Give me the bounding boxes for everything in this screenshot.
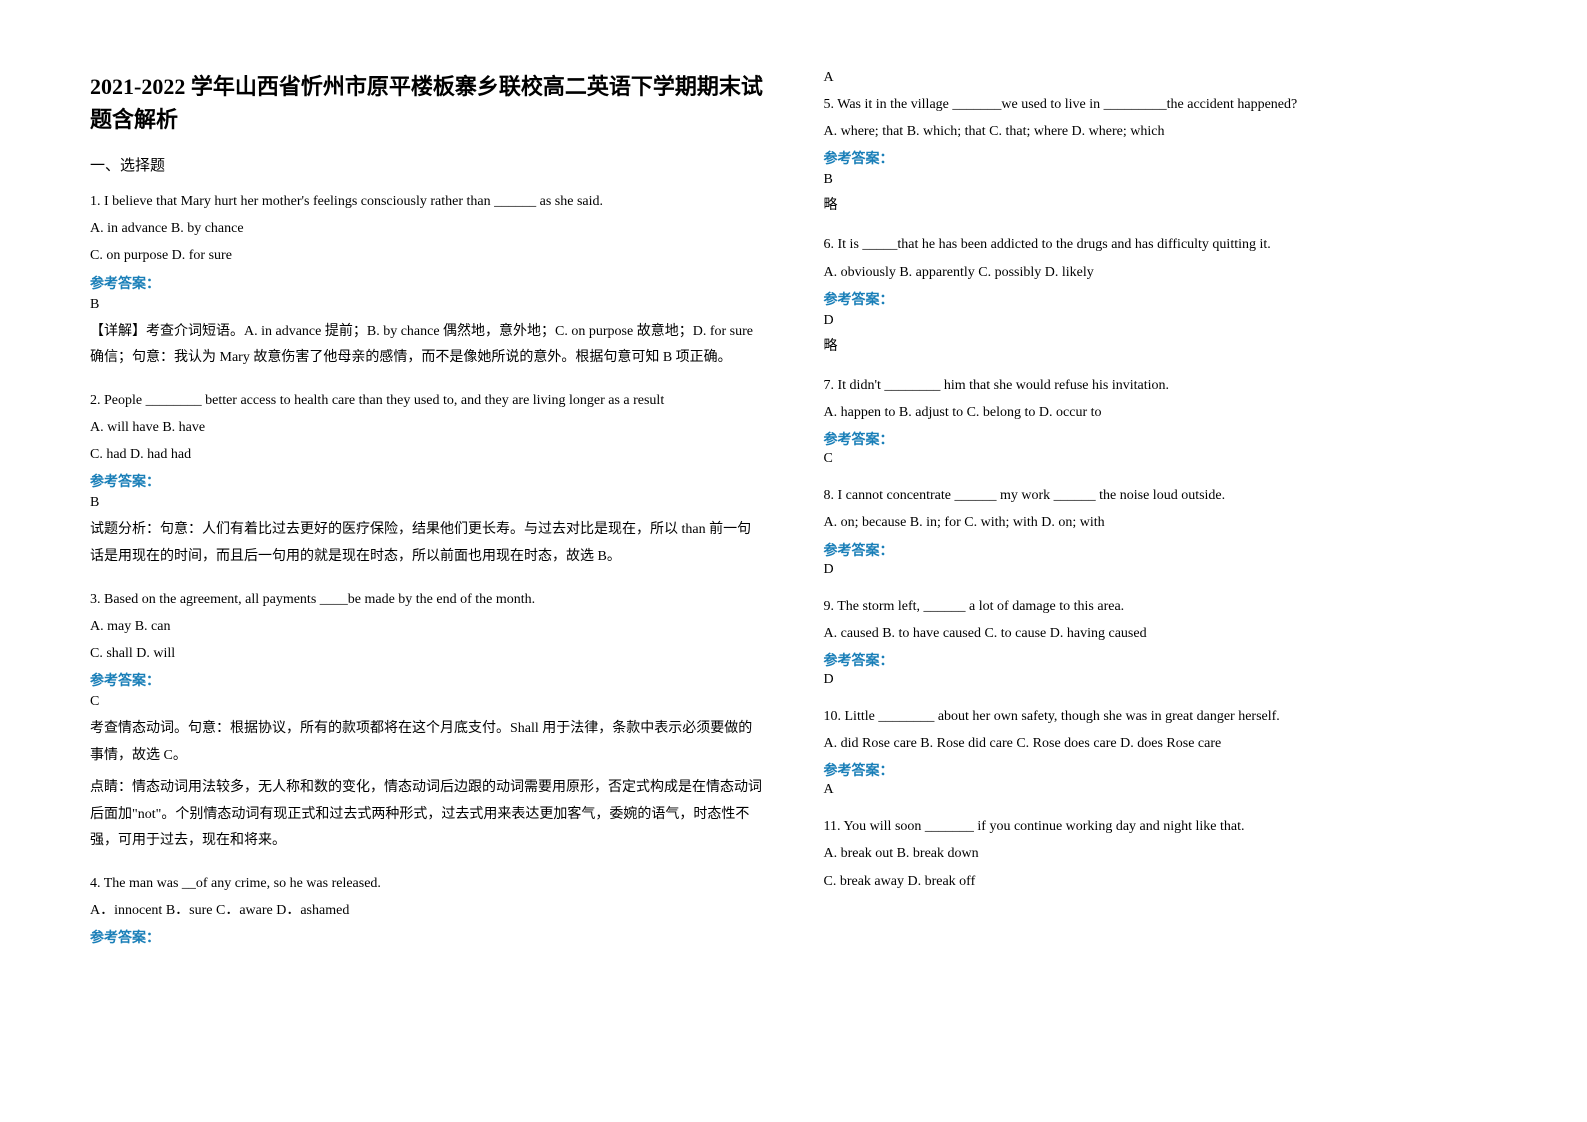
- question-9: 9. The storm left, ______ a lot of damag…: [824, 594, 1498, 694]
- answer-label: 参考答案：: [824, 760, 1498, 780]
- q1-explanation: 【详解】考查介词短语。A. in advance 提前；B. by chance…: [90, 319, 764, 372]
- q10-text: 10. Little ________ about her own safety…: [824, 704, 1498, 729]
- answer-label: 参考答案：: [90, 670, 764, 690]
- answer-label: 参考答案：: [824, 289, 1498, 309]
- section-heading: 一、选择题: [90, 154, 764, 175]
- q3-text: 3. Based on the agreement, all payments …: [90, 587, 764, 612]
- q8-text: 8. I cannot concentrate ______ my work _…: [824, 483, 1498, 508]
- q5-text: 5. Was it in the village _______we used …: [824, 92, 1498, 117]
- q7-options: A. happen to B. adjust to C. belong to D…: [824, 400, 1498, 425]
- answer-label: 参考答案：: [90, 927, 764, 947]
- document-title: 2021-2022 学年山西省忻州市原平楼板寨乡联校高二英语下学期期末试题含解析: [90, 70, 764, 136]
- q1-answer: B: [90, 297, 764, 313]
- q11-options-a: A. break out B. break down: [824, 841, 1498, 866]
- answer-label: 参考答案：: [824, 148, 1498, 168]
- question-6: 6. It is _____that he has been addicted …: [824, 232, 1498, 362]
- q8-options: A. on; because B. in; for C. with; with …: [824, 510, 1498, 535]
- q2-explanation: 试题分析：句意：人们有着比过去更好的医疗保险，结果他们更长寿。与过去对比是现在，…: [90, 517, 764, 570]
- q8-answer: D: [824, 562, 1498, 578]
- answer-label: 参考答案：: [824, 429, 1498, 449]
- q6-answer: D: [824, 313, 1498, 329]
- skip-text: 略: [824, 194, 1498, 214]
- q2-options-b: C. had D. had had: [90, 442, 764, 467]
- q3-explanation-2: 点睛：情态动词用法较多，无人称和数的变化，情态动词后边跟的动词需要用原形，否定式…: [90, 775, 764, 855]
- q3-options-b: C. shall D. will: [90, 641, 764, 666]
- q9-options: A. caused B. to have caused C. to cause …: [824, 621, 1498, 646]
- q4-options: A．innocent B．sure C．aware D．ashamed: [90, 898, 764, 923]
- answer-label: 参考答案：: [824, 650, 1498, 670]
- q5-answer: B: [824, 172, 1498, 188]
- q7-text: 7. It didn't ________ him that she would…: [824, 373, 1498, 398]
- q2-options-a: A. will have B. have: [90, 415, 764, 440]
- q9-text: 9. The storm left, ______ a lot of damag…: [824, 594, 1498, 619]
- question-5: 5. Was it in the village _______we used …: [824, 92, 1498, 222]
- q5-options: A. where; that B. which; that C. that; w…: [824, 119, 1498, 144]
- q7-answer: C: [824, 451, 1498, 467]
- skip-text: 略: [824, 335, 1498, 355]
- question-3: 3. Based on the agreement, all payments …: [90, 587, 764, 862]
- question-11: 11. You will soon _______ if you continu…: [824, 814, 1498, 896]
- q10-answer: A: [824, 782, 1498, 798]
- q4-text: 4. The man was __of any crime, so he was…: [90, 871, 764, 896]
- q6-text: 6. It is _____that he has been addicted …: [824, 232, 1498, 257]
- question-2: 2. People ________ better access to heal…: [90, 388, 764, 577]
- q2-answer: B: [90, 495, 764, 511]
- right-column: A 5. Was it in the village _______we use…: [824, 70, 1498, 1052]
- q4-answer: A: [824, 70, 1498, 86]
- q3-answer: C: [90, 694, 764, 710]
- q10-options: A. did Rose care B. Rose did care C. Ros…: [824, 731, 1498, 756]
- answer-label: 参考答案：: [90, 471, 764, 491]
- q1-options-b: C. on purpose D. for sure: [90, 243, 764, 268]
- question-10: 10. Little ________ about her own safety…: [824, 704, 1498, 804]
- q1-text: 1. I believe that Mary hurt her mother's…: [90, 189, 764, 214]
- q3-options-a: A. may B. can: [90, 614, 764, 639]
- question-8: 8. I cannot concentrate ______ my work _…: [824, 483, 1498, 583]
- question-4: 4. The man was __of any crime, so he was…: [90, 871, 764, 949]
- q6-options: A. obviously B. apparently C. possibly D…: [824, 260, 1498, 285]
- q2-text: 2. People ________ better access to heal…: [90, 388, 764, 413]
- q1-options-a: A. in advance B. by chance: [90, 216, 764, 241]
- q3-explanation-1: 考查情态动词。句意：根据协议，所有的款项都将在这个月底支付。Shall 用于法律…: [90, 716, 764, 769]
- answer-label: 参考答案：: [90, 273, 764, 293]
- question-7: 7. It didn't ________ him that she would…: [824, 373, 1498, 473]
- q9-answer: D: [824, 672, 1498, 688]
- answer-label: 参考答案：: [824, 540, 1498, 560]
- left-column: 2021-2022 学年山西省忻州市原平楼板寨乡联校高二英语下学期期末试题含解析…: [90, 70, 764, 1052]
- q11-text: 11. You will soon _______ if you continu…: [824, 814, 1498, 839]
- question-1: 1. I believe that Mary hurt her mother's…: [90, 189, 764, 378]
- q11-options-b: C. break away D. break off: [824, 869, 1498, 894]
